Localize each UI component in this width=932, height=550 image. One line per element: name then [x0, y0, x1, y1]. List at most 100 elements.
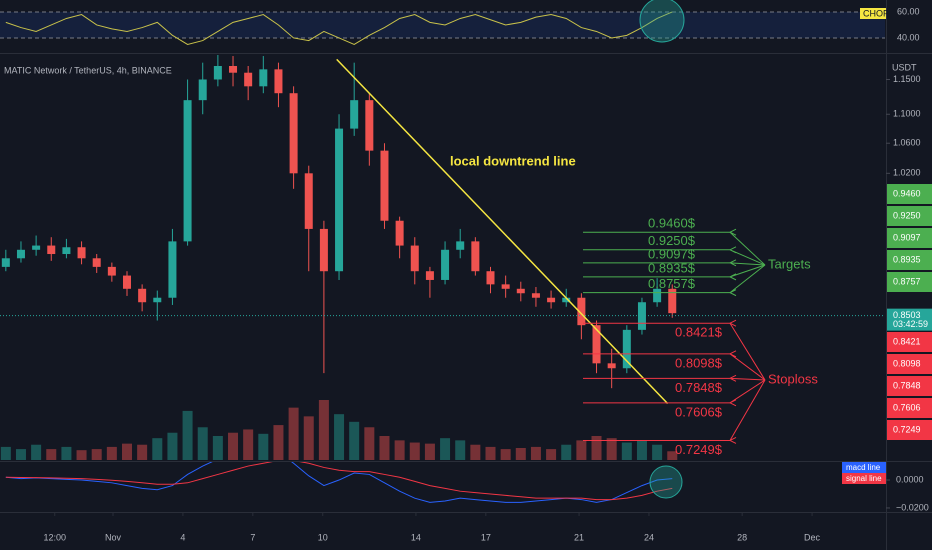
volume-bar — [546, 449, 557, 460]
targets-axis-box — [887, 272, 932, 292]
chop-tick-label: 40.00 — [897, 32, 920, 42]
stoploss-value-label: 0.7848$ — [675, 380, 723, 395]
chop-tick-label: 60.00 — [897, 6, 920, 16]
legend-label: signal line — [846, 474, 882, 483]
volume-bar — [61, 446, 72, 460]
candle-body — [410, 245, 419, 272]
candle-body — [350, 100, 359, 129]
candle-body — [1, 258, 10, 267]
volume-bar — [515, 448, 526, 460]
legend-label: macd line — [846, 463, 881, 472]
x-tick-label: 21 — [574, 532, 584, 542]
targets-value-label: 0.9460$ — [648, 216, 696, 231]
candle-body — [607, 363, 616, 369]
candle-body — [637, 302, 646, 330]
candle-body — [668, 288, 677, 314]
volume-bar — [46, 449, 57, 460]
volume-bar — [318, 400, 329, 460]
stoploss-arrow — [729, 379, 766, 407]
candle-body — [32, 245, 41, 250]
stoploss-arrow — [729, 379, 766, 444]
chop-name-box — [860, 8, 886, 19]
y-tick-label: 1.0200 — [893, 168, 921, 178]
candle-body — [213, 66, 222, 80]
candle-body — [425, 271, 434, 280]
candle-body — [304, 173, 313, 229]
countdown: 03:42:59 — [893, 319, 928, 329]
candle-body — [107, 266, 116, 276]
stoploss-axis-box — [887, 332, 932, 352]
candle-body — [229, 66, 238, 73]
volume-bar — [424, 443, 435, 460]
targets-axis-box — [887, 228, 932, 248]
volume-bar — [243, 429, 254, 460]
candle-body — [122, 275, 131, 289]
y-tick-label: 1.1000 — [893, 109, 921, 119]
candle-body — [183, 100, 192, 242]
volume-bar — [15, 449, 26, 460]
targets-axis-label: 0.9250 — [893, 210, 921, 220]
highlight-circle — [639, 0, 685, 43]
legend-box — [842, 473, 886, 484]
volume-bar — [288, 407, 299, 460]
volume-bar — [0, 446, 11, 460]
targets-arrow — [729, 264, 766, 281]
candle-body — [441, 249, 450, 280]
candle-body — [168, 241, 177, 298]
stoploss-axis-box — [887, 376, 932, 396]
volume-bar — [212, 436, 223, 460]
stoploss-axis-label: 0.7848 — [893, 380, 921, 390]
stoploss-title: Stoploss — [768, 371, 818, 386]
candle-body — [562, 297, 571, 303]
targets-arrow — [729, 228, 766, 266]
volume-bar — [91, 449, 102, 460]
candle-body — [653, 288, 662, 303]
last-price-label: 0.8503 — [893, 310, 921, 320]
chart-title: MATIC Network / TetherUS, 4h, BINANCE — [4, 65, 172, 75]
volume-bar — [364, 427, 375, 460]
candle-body — [198, 79, 207, 101]
volume-bar — [500, 449, 511, 460]
candle-body — [319, 228, 328, 272]
candle-body — [471, 241, 480, 272]
candle-body — [592, 325, 601, 364]
candle-body — [138, 288, 147, 303]
x-tick-label: 28 — [737, 532, 747, 542]
candle-body — [274, 69, 283, 94]
targets-axis-box — [887, 184, 932, 204]
y-tick-label: 1.0600 — [893, 138, 921, 148]
trendline — [336, 58, 669, 404]
candle-body — [501, 284, 510, 289]
targets-title: Targets — [768, 256, 811, 271]
candle-body — [289, 93, 298, 174]
volume-bar — [621, 442, 632, 460]
targets-axis-box — [887, 250, 932, 270]
targets-value-label: 0.9097$ — [648, 246, 696, 261]
targets-arrow — [729, 264, 766, 297]
volume-bar — [152, 438, 163, 460]
volume-bar — [137, 444, 148, 460]
currency: USDT — [892, 62, 917, 72]
macd-tick-label: −0.0200 — [896, 502, 929, 512]
candle-body — [259, 69, 268, 87]
volume-bar — [455, 440, 466, 460]
chop-line — [5, 11, 673, 46]
stoploss-value-label: 0.7606$ — [675, 404, 723, 419]
volume-bar — [409, 442, 420, 460]
targets-axis-label: 0.9097 — [893, 232, 921, 242]
stoploss-value-label: 0.8421$ — [675, 325, 723, 340]
stoploss-axis-label: 0.7606 — [893, 402, 921, 412]
x-tick-label: Dec — [804, 532, 821, 542]
targets-axis-label: 0.8935 — [893, 254, 921, 264]
volume-bar — [394, 440, 405, 460]
candle-body — [244, 72, 253, 87]
volume-bar — [470, 444, 481, 460]
targets-axis-label: 0.9460 — [893, 188, 921, 198]
candle-body — [92, 258, 101, 267]
volume-bar — [228, 432, 239, 460]
volume-bar — [167, 432, 178, 460]
x-tick-label: 12:00 — [43, 532, 66, 542]
x-tick-label: 7 — [250, 532, 255, 542]
volume-bar — [530, 446, 541, 460]
candle-body — [395, 220, 404, 246]
